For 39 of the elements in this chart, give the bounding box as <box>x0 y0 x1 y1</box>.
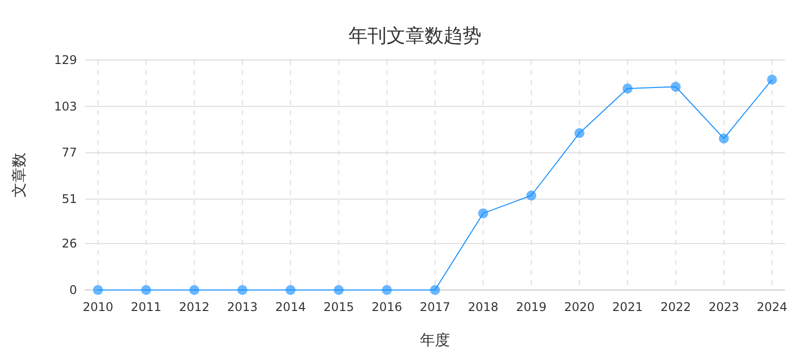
x-tick-label: 2023 <box>708 300 740 314</box>
point <box>286 285 296 295</box>
x-tick-label: 2013 <box>227 300 258 314</box>
point <box>718 133 729 144</box>
x-tick-label: 2012 <box>179 300 210 314</box>
y-tick-label: 26 <box>62 236 77 251</box>
point <box>526 190 536 201</box>
x-tick-label: 2021 <box>612 300 643 314</box>
point <box>334 285 344 295</box>
x-tick-label: 2018 <box>468 300 498 314</box>
point <box>189 285 200 295</box>
point <box>382 285 392 295</box>
chart-title: 年刊文章数趋势 <box>348 25 482 47</box>
x-tick-label: 2015 <box>323 300 354 314</box>
point <box>670 82 681 92</box>
point <box>622 84 633 94</box>
point <box>430 285 440 295</box>
y-tick-label: 77 <box>62 146 77 160</box>
point <box>237 285 248 295</box>
x-tick-label: 2019 <box>516 300 547 314</box>
y-tick-label: 0 <box>69 283 77 297</box>
y-axis-title: 文章数 <box>10 152 28 198</box>
x-tick-label: 2016 <box>372 300 402 314</box>
y-tick-label: 129 <box>54 53 77 67</box>
y-tick-label: 51 <box>62 192 77 206</box>
x-tick-label: 2010 <box>82 300 114 314</box>
x-tick-label: 2017 <box>420 300 450 314</box>
x-tick-label: 2011 <box>130 300 162 314</box>
x-tick-label: 2020 <box>564 300 595 314</box>
point <box>93 285 103 295</box>
y-tick-label: 103 <box>54 99 77 114</box>
x-tick-label: 2022 <box>660 300 691 314</box>
point <box>141 285 152 295</box>
x-tick-label: 2014 <box>275 300 306 314</box>
point <box>574 128 584 138</box>
x-axis-title: 年度 <box>420 331 450 349</box>
x-tick-label: 2024 <box>756 300 788 314</box>
point <box>478 208 488 218</box>
point <box>767 74 777 85</box>
